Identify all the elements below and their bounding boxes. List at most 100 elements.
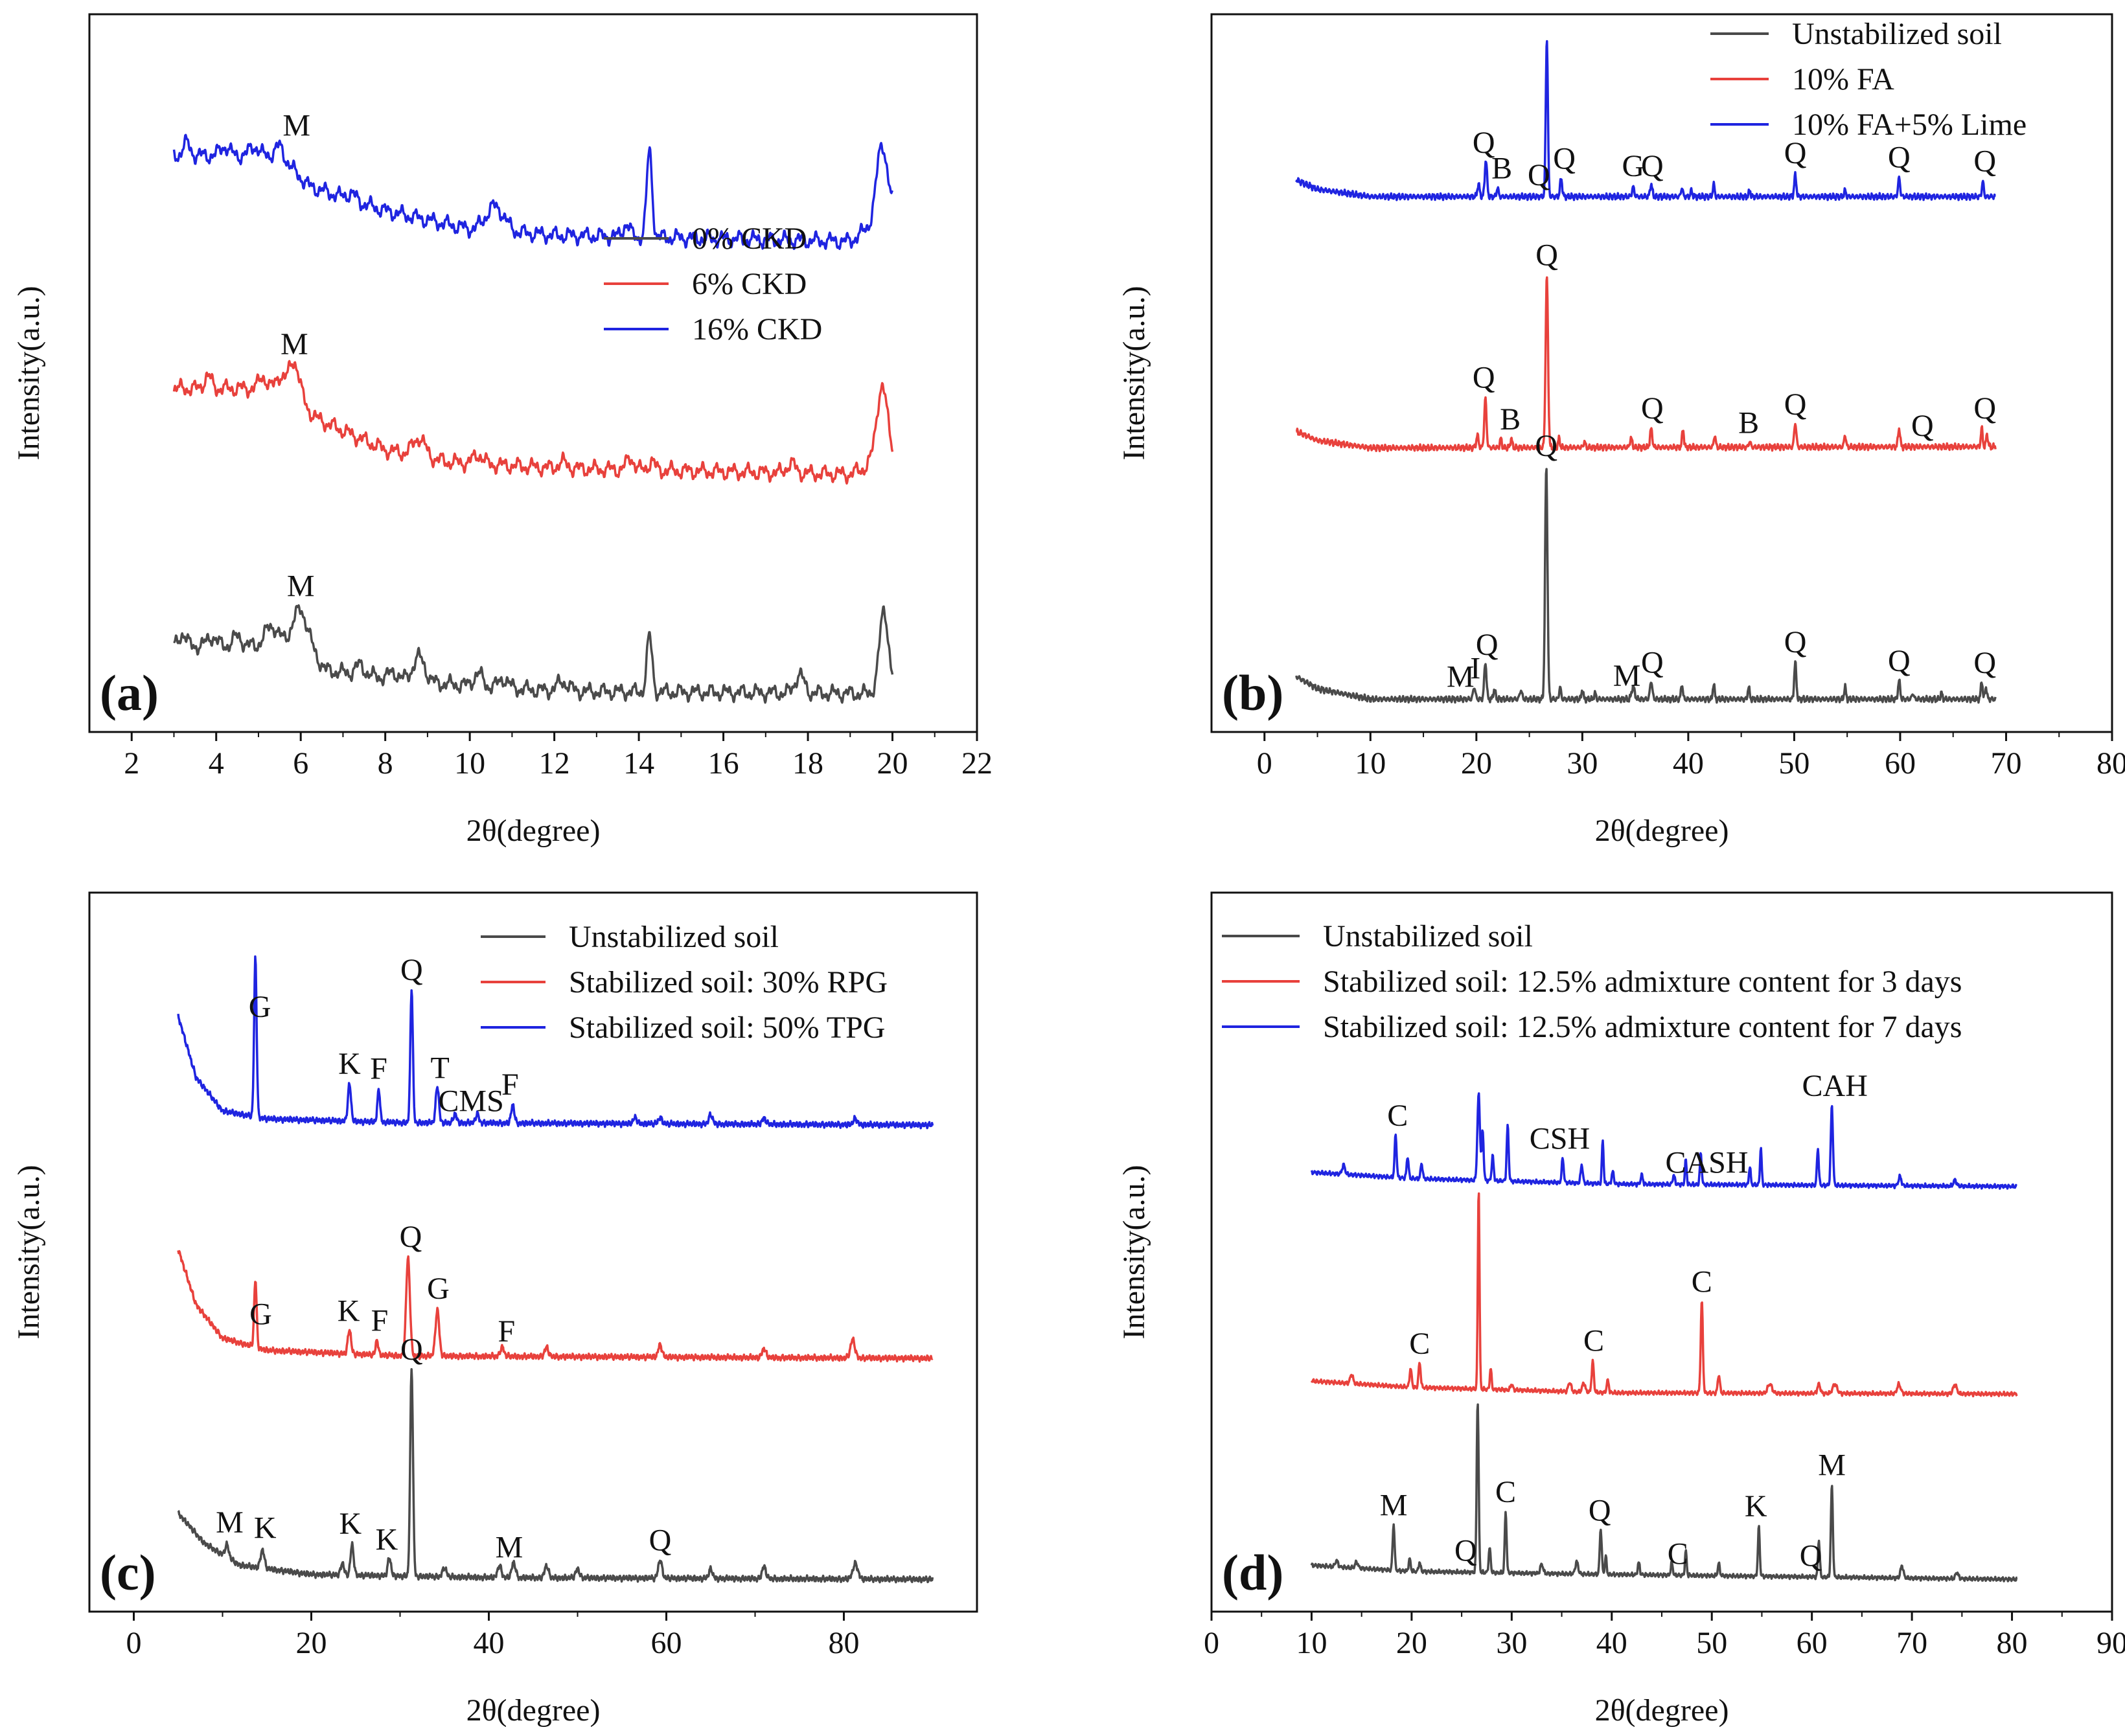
x-axis-label: 2θ(degree) <box>466 814 601 848</box>
x-axis-label: 2θ(degree) <box>1595 1693 1729 1728</box>
x-axis-label: 2θ(degree) <box>1595 814 1729 848</box>
x-tick-label: 14 <box>623 746 654 781</box>
legend-entry: 0% CKD <box>692 222 807 256</box>
x-tick-label: 40 <box>474 1626 505 1660</box>
plot-frame <box>88 891 978 1613</box>
x-tick-label: 10 <box>1355 746 1386 781</box>
peak-label: B <box>1491 152 1512 186</box>
peak-label: Q <box>1535 238 1558 273</box>
x-tick-label: 0 <box>126 1626 142 1660</box>
x-tick-label: 20 <box>296 1626 327 1660</box>
peak-label: F <box>501 1068 519 1102</box>
peak-label: CAH <box>1802 1069 1868 1103</box>
peak-label: CSH <box>1530 1122 1590 1156</box>
legend-entry: Stabilized soil: 12.5% admixture content… <box>1323 965 1962 999</box>
x-tick-label: 22 <box>961 746 993 781</box>
peak-label: Q <box>1911 409 1934 443</box>
peak-label: Q <box>1535 429 1557 463</box>
panel-label: (c) <box>100 1544 156 1601</box>
x-tick-label: 20 <box>877 746 908 781</box>
x-tick-label: 18 <box>792 746 823 781</box>
peak-label: C <box>1409 1327 1430 1361</box>
peak-label: K <box>338 1047 361 1081</box>
peak-label: Q <box>1476 628 1499 662</box>
peak-label: M <box>287 569 315 604</box>
panel-label: (a) <box>100 665 159 721</box>
peak-label: CASH <box>1665 1146 1748 1180</box>
x-tick-label: 40 <box>1596 1626 1627 1660</box>
xrd-trace-series-2 <box>172 360 894 485</box>
x-tick-label: 50 <box>1778 746 1809 781</box>
xrd-trace-series-3 <box>172 133 894 250</box>
legend-entry: Unstabilized soil <box>1323 919 1533 954</box>
x-tick-label: 80 <box>829 1626 860 1660</box>
peak-label: Q <box>400 953 423 987</box>
peak-label: M <box>1613 659 1641 693</box>
panel-d: 0 10 20 30 40 50 60 70 80 90 2θ(degree) Intensity(a… <box>1117 891 2125 1728</box>
x-tick-label: 6 <box>293 746 308 781</box>
peak-label: Q <box>1641 645 1664 680</box>
legend-entry: 10% FA+5% Lime <box>1792 108 2027 142</box>
legend-entry: Stabilized soil: 30% RPG <box>569 965 888 999</box>
peak-label: Q <box>1454 1533 1477 1568</box>
xrd-trace-series-1 <box>1310 1403 2018 1582</box>
y-axis-label: Intensity(a.u.) <box>12 1165 46 1339</box>
peak-label: Q <box>1589 1494 1611 1528</box>
peak-label: Q <box>1973 646 1996 680</box>
x-tick-label: 70 <box>1990 746 2021 781</box>
panel-b: 0 10 20 30 40 50 60 70 80 2θ(degree) Intensity(a.u… <box>1117 13 2125 848</box>
xrd-trace-series-3 <box>1295 40 1997 201</box>
x-tick-label: 10 <box>454 746 485 781</box>
legend-entry: 16% CKD <box>692 312 822 347</box>
peak-label: K <box>339 1507 362 1541</box>
x-tick-label: 60 <box>651 1626 682 1660</box>
peak-label: F <box>498 1314 516 1349</box>
peak-label: K <box>376 1522 398 1557</box>
legend-entry: Unstabilized soil <box>1792 17 2002 51</box>
xrd-trace-series-2 <box>177 1250 934 1363</box>
peak-label: G <box>1622 149 1645 183</box>
x-tick-label: 20 <box>1461 746 1492 781</box>
peak-label: Q <box>1528 158 1550 192</box>
xrd-trace-series-1 <box>173 604 894 704</box>
y-axis-label: Intensity(a.u.) <box>1117 1165 1151 1339</box>
peak-label: B <box>1738 405 1759 440</box>
panel-label: (d) <box>1222 1544 1283 1601</box>
y-axis-label: Intensity(a.u.) <box>12 286 46 460</box>
peak-label: K <box>338 1294 360 1328</box>
peak-label: Q <box>1784 136 1807 170</box>
peak-label: G <box>427 1272 450 1306</box>
peak-label: M <box>281 327 308 361</box>
x-tick-label: 0 <box>1257 746 1272 781</box>
peak-label: M <box>496 1531 523 1565</box>
x-axis-label: 2θ(degree) <box>466 1693 601 1728</box>
xrd-trace-series-2 <box>1310 1192 2018 1398</box>
x-tick-label: 20 <box>1396 1626 1427 1660</box>
peak-label: C <box>1495 1475 1516 1509</box>
peak-label: Q <box>1553 142 1576 176</box>
x-tick-label: 4 <box>209 746 224 781</box>
legend-entry: Stabilized soil: 12.5% admixture content… <box>1323 1010 1962 1044</box>
x-tick-label: 12 <box>539 746 570 781</box>
peak-label: Q <box>1888 644 1911 678</box>
peak-label: Q <box>1784 625 1807 659</box>
panel-label: (b) <box>1222 665 1283 721</box>
xrd-trace-series-1 <box>1295 468 1997 704</box>
peak-label: Q <box>400 1332 423 1367</box>
peak-label: Q <box>1973 391 1996 426</box>
peak-label: Q <box>1800 1539 1822 1573</box>
peak-label: Q <box>1641 149 1664 183</box>
x-tick-label: 2 <box>124 746 139 781</box>
panel-a: 2 4 6 8 10 12 14 16 18 20 22 2θ(degree) Intensity(a.… <box>12 13 993 848</box>
x-tick-label: 50 <box>1696 1626 1727 1660</box>
peak-label: M <box>1380 1489 1408 1523</box>
peak-label: M <box>1447 659 1475 694</box>
peak-label: I <box>1470 652 1480 686</box>
x-tick-label: 16 <box>708 746 739 781</box>
x-tick-label: 70 <box>1896 1626 1927 1660</box>
peak-label: Q <box>1473 126 1495 160</box>
peak-label: G <box>249 1297 272 1331</box>
x-tick-label: 60 <box>1797 1626 1828 1660</box>
